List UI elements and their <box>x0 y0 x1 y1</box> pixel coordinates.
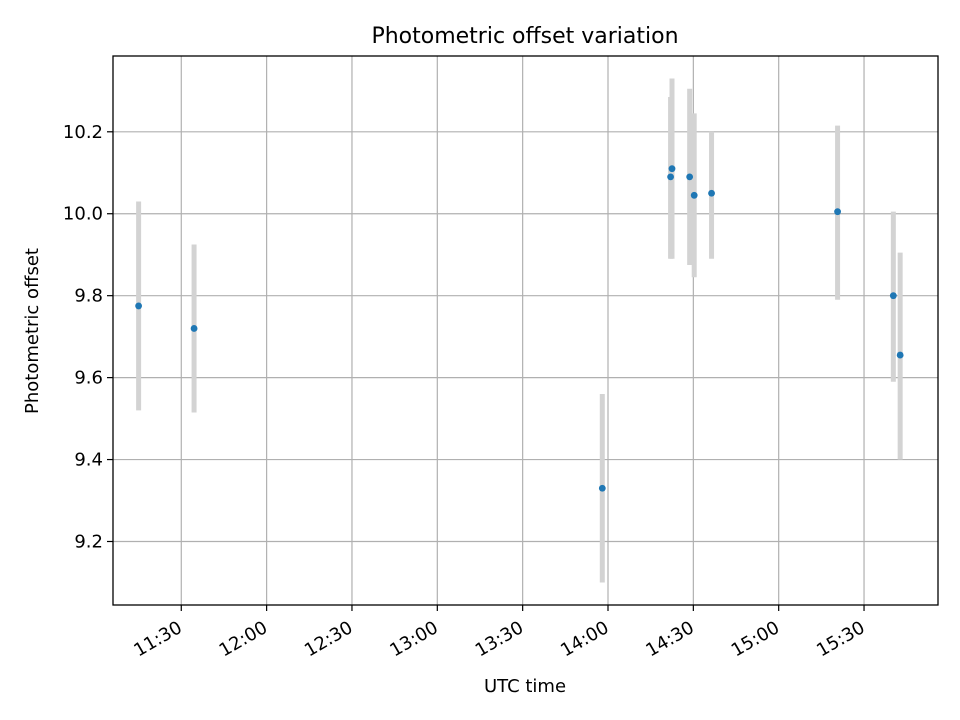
data-point <box>190 325 198 332</box>
data-point <box>708 189 715 197</box>
data-points <box>135 165 904 492</box>
chart-title: Photometric offset variation <box>371 24 678 49</box>
data-point <box>686 173 694 181</box>
data-point <box>690 191 698 199</box>
x-axis-label: UTC time <box>484 676 566 697</box>
y-tick-label: 9.8 <box>74 286 103 307</box>
y-axis-label: Photometric offset <box>22 248 43 414</box>
data-point <box>135 302 143 310</box>
y-tick-label: 9.6 <box>74 368 103 389</box>
grid <box>113 56 938 605</box>
y-tick-label: 10.2 <box>63 122 103 143</box>
y-axis-ticks: 9.2 9.4 9.6 9.8 10.0 10.2 <box>63 122 113 552</box>
y-tick-label: 9.2 <box>74 531 103 552</box>
y-tick-label: 9.4 <box>74 450 103 471</box>
data-point <box>668 165 676 173</box>
data-point <box>896 351 904 359</box>
data-point <box>889 292 897 300</box>
y-tick-label: 10.0 <box>63 204 103 225</box>
data-point <box>834 208 841 216</box>
data-point <box>667 173 674 181</box>
data-point <box>598 484 606 492</box>
plot-frame <box>112 55 939 606</box>
